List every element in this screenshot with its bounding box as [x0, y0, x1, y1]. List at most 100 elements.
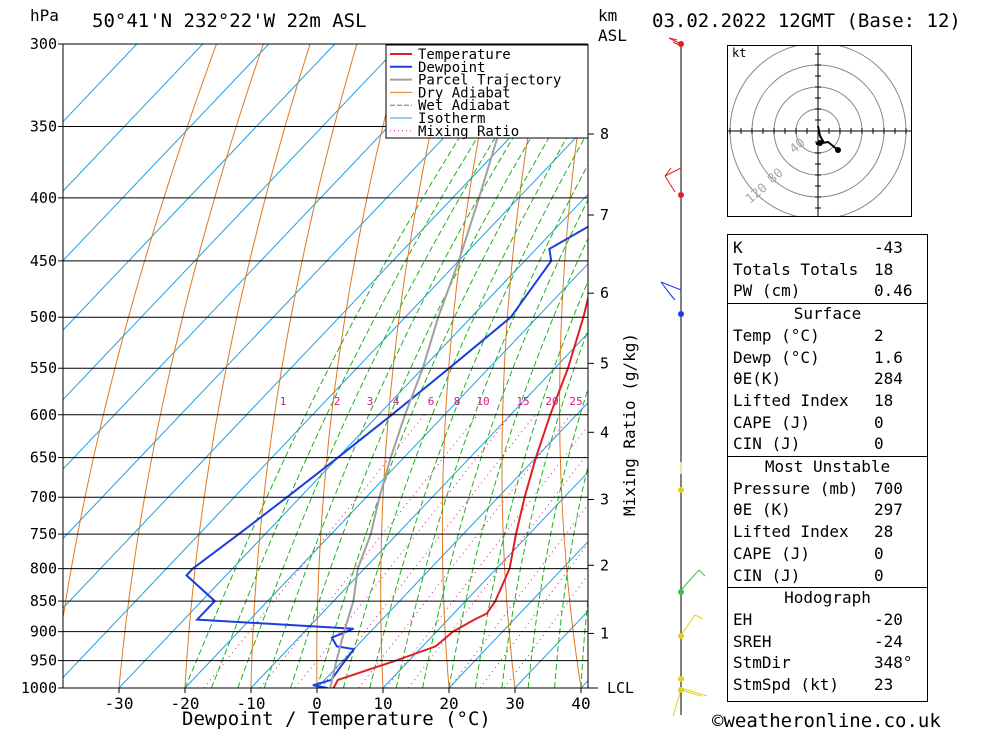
x-tick-label: 0: [312, 694, 322, 713]
wind-barb: [680, 687, 708, 697]
wind-level-marker: [678, 676, 684, 682]
wind-barb: [672, 41, 682, 47]
wind-barb: [664, 175, 676, 193]
mixing-ratio-line: [294, 414, 512, 688]
index-value: -43: [874, 238, 903, 257]
index-row: Dewp (°C) 1.6: [728, 347, 927, 368]
wind-barb: [664, 167, 672, 177]
wind-level-marker: [678, 311, 684, 317]
index-row: PW (cm) 0.46: [728, 280, 927, 301]
index-key: Lifted Index: [733, 390, 849, 410]
isotherm-line: [63, 124, 588, 679]
dry-adiabat: [250, 44, 358, 688]
index-value: 0: [874, 543, 884, 563]
wind-barb: [694, 614, 704, 620]
indices-table: K -43 Totals Totals 18 PW (cm) 0.46 Surface Tem…: [727, 234, 928, 702]
wind-barb: [660, 281, 682, 291]
dry-adiabat: [501, 44, 545, 688]
section-header: Surface: [793, 304, 862, 324]
index-value: 1.6: [874, 347, 903, 367]
index-value: 0: [874, 412, 884, 432]
hodograph-ring-label: 40: [787, 136, 809, 158]
wind-barb: [664, 167, 682, 177]
wet-adiabat: [316, 71, 588, 688]
pressure-tick-label: 400: [30, 189, 57, 207]
pressure-tick-label: 800: [30, 560, 57, 578]
wind-level-marker: [678, 633, 684, 639]
isotherm-line: [250, 332, 588, 688]
wet-adiabat: [474, 280, 588, 688]
hodograph-unit: kt: [732, 46, 747, 60]
isotherm-line: [63, 54, 588, 609]
wind-barb: [680, 569, 700, 591]
pressure-tick-label: 350: [30, 117, 57, 135]
mixing-ratio-axis-label: Mixing Ratio (g/kg): [620, 332, 640, 517]
index-value: 297: [874, 500, 903, 520]
x-tick-label: -30: [105, 694, 134, 713]
table-divider: [728, 303, 927, 305]
pressure-tick-label: 750: [30, 525, 57, 543]
km-tick-label: 7: [600, 206, 609, 224]
legend-label: Wet Adiabat: [418, 98, 511, 114]
wet-adiabat: [554, 463, 588, 688]
mixing-ratio-label: 20: [545, 395, 558, 408]
index-value: 0: [874, 434, 884, 454]
index-key: CAPE (J): [733, 412, 811, 432]
km-tick-label: 5: [600, 354, 609, 372]
x-tick-label: 20: [439, 694, 458, 713]
copyright-text[interactable]: ©weatheronline.co.uk: [712, 710, 941, 732]
mixing-ratio-label: 25: [569, 395, 582, 408]
index-value: 23: [874, 675, 894, 694]
index-key: PW (cm): [733, 281, 801, 301]
hodograph-trace: [815, 125, 839, 151]
index-key: Dewp (°C): [733, 347, 820, 367]
km-tick-label: 2: [600, 556, 609, 574]
mixing-ratio-line: [503, 574, 588, 688]
wind-barb: [680, 689, 702, 697]
mixing-ratio-line: [320, 414, 536, 688]
index-row: Pressure (mb) 700: [728, 478, 927, 499]
legend-label: Mixing Ratio: [418, 124, 519, 140]
mixing-ratio-label: 6: [428, 395, 435, 408]
index-row: Lifted Index 18: [728, 390, 927, 411]
index-row: CAPE (J) 0: [728, 412, 927, 433]
wet-adiabat: [580, 594, 588, 688]
hpa-label: hPa: [30, 6, 59, 25]
wind-barb: [669, 293, 676, 301]
index-row: θE (K) 297: [728, 499, 927, 520]
wind-barb: [698, 569, 706, 577]
index-value: 28: [874, 522, 894, 542]
index-key: Lifted Index: [733, 522, 849, 542]
pressure-tick-label: 1000: [21, 679, 57, 697]
wet-adiabat: [395, 163, 588, 688]
pressure-tick-label: 950: [30, 652, 57, 670]
index-key: StmSpd (kt): [733, 675, 839, 694]
index-row: EH -20: [728, 609, 927, 630]
legend-label: Parcel Trajectory: [418, 73, 561, 89]
index-value: 284: [874, 369, 903, 389]
legend-box: [385, 44, 589, 139]
index-row: Temp (°C) 2: [728, 325, 927, 346]
index-value: 0.46: [874, 281, 913, 301]
legend-label: Dewpoint: [418, 60, 485, 76]
index-key: CIN (J): [733, 565, 801, 585]
pressure-tick-label: 300: [30, 35, 57, 53]
pressure-tick-label: 550: [30, 359, 57, 377]
pressure-tick-label: 700: [30, 488, 57, 506]
legend-label: Isotherm: [418, 111, 485, 127]
index-row: θE(K) 284: [728, 368, 927, 389]
x-tick-label: -10: [237, 694, 266, 713]
section-header: Most Unstable: [764, 457, 891, 476]
index-key: Totals Totals: [733, 259, 859, 279]
mixing-ratio-label: 2: [334, 395, 341, 408]
index-key: θE (K): [733, 500, 791, 520]
index-value: 18: [874, 390, 894, 410]
pressure-tick-label: 850: [30, 592, 57, 610]
index-row: CAPE (J) 0: [728, 543, 927, 564]
x-axis-label: Dewpoint / Temperature (°C): [182, 708, 491, 730]
isotherm-line: [184, 263, 588, 688]
wind-level-marker: [678, 487, 684, 493]
wet-adiabat: [290, 44, 588, 688]
isotherm-line: [63, 44, 336, 331]
